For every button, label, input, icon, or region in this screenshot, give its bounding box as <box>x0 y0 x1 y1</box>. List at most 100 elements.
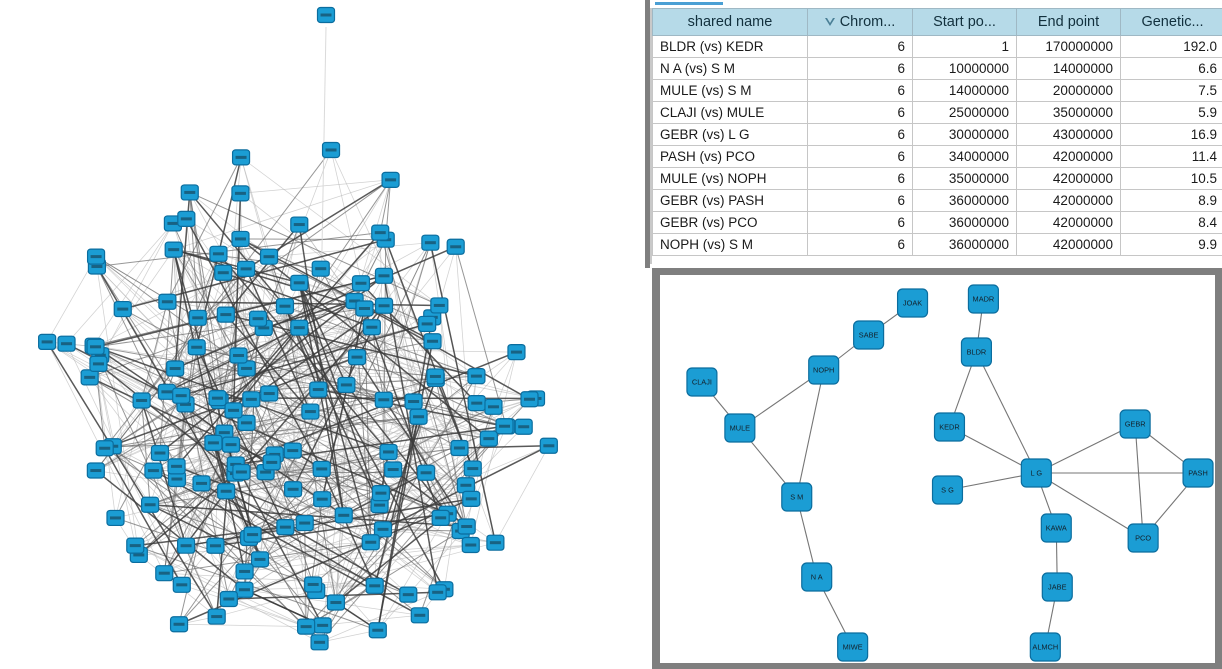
table-row[interactable]: CLAJI (vs) MULE 6 25000000 35000000 5.9 <box>652 101 1222 124</box>
cell-genetic-distance[interactable]: 11.4 <box>1120 145 1222 168</box>
cell-end-point[interactable]: 43000000 <box>1016 123 1121 146</box>
cell-chromosome[interactable]: 6 <box>807 123 913 146</box>
cell-shared-name[interactable]: MULE (vs) NOPH <box>652 167 808 190</box>
network-node-madr[interactable]: MADR <box>967 284 999 314</box>
cell-chromosome[interactable]: 6 <box>807 167 913 190</box>
table-row[interactable]: PASH (vs) PCO 6 34000000 42000000 11.4 <box>652 145 1222 168</box>
cell-chromosome[interactable]: 6 <box>807 57 913 80</box>
table-row[interactable]: GEBR (vs) L G 6 30000000 43000000 16.9 <box>652 123 1222 146</box>
column-header-2[interactable]: Start po... <box>912 8 1017 36</box>
cell-chromosome[interactable]: 6 <box>807 35 913 58</box>
cell-shared-name[interactable]: PASH (vs) PCO <box>652 145 808 168</box>
cell-genetic-distance[interactable]: 8.9 <box>1120 189 1222 212</box>
cell-genetic-distance[interactable]: 16.9 <box>1120 123 1222 146</box>
network-edge <box>385 239 474 469</box>
edge-table[interactable]: shared name Chrom... Start po... End point G… <box>652 8 1222 256</box>
cell-shared-name[interactable]: CLAJI (vs) MULE <box>652 101 808 124</box>
edge-table-panel[interactable]: shared name Chrom... Start po... End point G… <box>645 0 1222 268</box>
small-network-panel[interactable]: CLAJI MULE NOPH SABE JOAK S M N A MIWE MADR BLDR K… <box>652 268 1222 669</box>
network-node-mule[interactable]: MULE <box>724 413 756 443</box>
cell-genetic-distance[interactable]: 5.9 <box>1120 101 1222 124</box>
column-header-0[interactable]: shared name <box>652 8 808 36</box>
cell-end-point[interactable]: 42000000 <box>1016 145 1121 168</box>
network-node-kawa[interactable]: KAWA <box>1040 513 1072 543</box>
table-row[interactable]: MULE (vs) NOPH 6 35000000 42000000 10.5 <box>652 167 1222 190</box>
small-network-view[interactable]: CLAJI MULE NOPH SABE JOAK S M N A MIWE MADR BLDR K… <box>660 275 1215 663</box>
network-node-sabe[interactable]: SABE <box>853 320 885 350</box>
cell-start-point[interactable]: 1 <box>912 35 1017 58</box>
cell-shared-name[interactable]: GEBR (vs) PASH <box>652 189 808 212</box>
network-node-claji[interactable]: CLAJI <box>686 367 718 397</box>
cell-genetic-distance[interactable]: 9.9 <box>1120 233 1222 256</box>
cell-shared-name[interactable]: N A (vs) S M <box>652 57 808 80</box>
network-node-almch[interactable]: ALMCH <box>1029 632 1061 662</box>
cell-genetic-distance[interactable]: 8.4 <box>1120 211 1222 234</box>
table-row[interactable]: GEBR (vs) PASH 6 36000000 42000000 8.9 <box>652 189 1222 212</box>
cell-end-point[interactable]: 170000000 <box>1016 35 1121 58</box>
network-node-joak[interactable]: JOAK <box>896 288 929 318</box>
cell-genetic-distance[interactable]: 10.5 <box>1120 167 1222 190</box>
cell-start-point[interactable]: 35000000 <box>912 167 1017 190</box>
cell-start-point[interactable]: 36000000 <box>912 233 1017 256</box>
cell-chromosome[interactable]: 6 <box>807 79 913 102</box>
table-row[interactable]: MULE (vs) S M 6 14000000 20000000 7.5 <box>652 79 1222 102</box>
network-node-pco[interactable]: PCO <box>1127 523 1159 553</box>
node-label <box>317 623 329 627</box>
cell-end-point[interactable]: 20000000 <box>1016 79 1121 102</box>
cell-chromosome[interactable]: 6 <box>807 211 913 234</box>
cell-start-point[interactable]: 14000000 <box>912 79 1017 102</box>
network-node-miwe[interactable]: MIWE <box>837 632 869 662</box>
cell-genetic-distance[interactable]: 6.6 <box>1120 57 1222 80</box>
network-node-pash[interactable]: PASH <box>1182 458 1214 488</box>
cell-shared-name[interactable]: NOPH (vs) S M <box>652 233 808 256</box>
sort-descending-icon[interactable] <box>824 18 835 26</box>
cell-start-point[interactable]: 36000000 <box>912 189 1017 212</box>
column-header-3[interactable]: End point <box>1016 8 1121 36</box>
cell-start-point[interactable]: 34000000 <box>912 145 1017 168</box>
cell-start-point[interactable]: 30000000 <box>912 123 1017 146</box>
table-row[interactable]: N A (vs) S M 6 10000000 14000000 6.6 <box>652 57 1222 80</box>
node-label <box>378 304 390 308</box>
network-node-bldr[interactable]: BLDR <box>960 337 993 367</box>
cell-shared-name[interactable]: GEBR (vs) L G <box>652 123 808 146</box>
network-node-kedr[interactable]: KEDR <box>933 412 966 442</box>
table-row[interactable]: BLDR (vs) KEDR 6 1 170000000 192.0 <box>652 35 1222 58</box>
table-scroll-area[interactable]: shared name Chrom... Start po... End point G… <box>650 8 1222 264</box>
column-header-4[interactable]: Genetic... <box>1120 8 1222 36</box>
cell-start-point[interactable]: 25000000 <box>912 101 1017 124</box>
node-label <box>169 367 181 371</box>
table-row[interactable]: GEBR (vs) PCO 6 36000000 42000000 8.4 <box>652 211 1222 234</box>
network-node-n-a[interactable]: N A <box>801 562 833 592</box>
column-header-label: Genetic... <box>1141 14 1204 30</box>
column-header-1[interactable]: Chrom... <box>807 8 913 36</box>
cell-end-point[interactable]: 42000000 <box>1016 167 1121 190</box>
cell-chromosome[interactable]: 6 <box>807 145 913 168</box>
large-network-view[interactable] <box>0 0 645 669</box>
cell-start-point[interactable]: 10000000 <box>912 57 1017 80</box>
cell-end-point[interactable]: 42000000 <box>1016 233 1121 256</box>
cell-end-point[interactable]: 14000000 <box>1016 57 1121 80</box>
cell-shared-name[interactable]: MULE (vs) S M <box>652 79 808 102</box>
cell-shared-name[interactable]: GEBR (vs) PCO <box>652 211 808 234</box>
cell-shared-name[interactable]: BLDR (vs) KEDR <box>652 35 808 58</box>
cell-end-point[interactable]: 35000000 <box>1016 101 1121 124</box>
node-label <box>340 383 352 387</box>
network-node-gebr[interactable]: GEBR <box>1119 409 1151 439</box>
node-label <box>234 237 246 241</box>
network-node-jabe[interactable]: JABE <box>1041 572 1073 602</box>
cell-start-point[interactable]: 36000000 <box>912 211 1017 234</box>
cell-chromosome[interactable]: 6 <box>807 189 913 212</box>
network-node-noph[interactable]: NOPH <box>808 355 840 385</box>
network-node-s-m[interactable]: S M <box>781 482 813 512</box>
cell-end-point[interactable]: 42000000 <box>1016 211 1121 234</box>
table-body[interactable]: BLDR (vs) KEDR 6 1 170000000 192.0 N A (vs) S… <box>652 35 1222 256</box>
node-label <box>330 601 342 605</box>
network-node-l-g[interactable]: L G <box>1020 458 1052 488</box>
cell-end-point[interactable]: 42000000 <box>1016 189 1121 212</box>
table-row[interactable]: NOPH (vs) S M 6 36000000 42000000 9.9 <box>652 233 1222 256</box>
cell-chromosome[interactable]: 6 <box>807 233 913 256</box>
cell-chromosome[interactable]: 6 <box>807 101 913 124</box>
network-node-s-g[interactable]: S G <box>931 475 964 505</box>
cell-genetic-distance[interactable]: 7.5 <box>1120 79 1222 102</box>
cell-genetic-distance[interactable]: 192.0 <box>1120 35 1222 58</box>
